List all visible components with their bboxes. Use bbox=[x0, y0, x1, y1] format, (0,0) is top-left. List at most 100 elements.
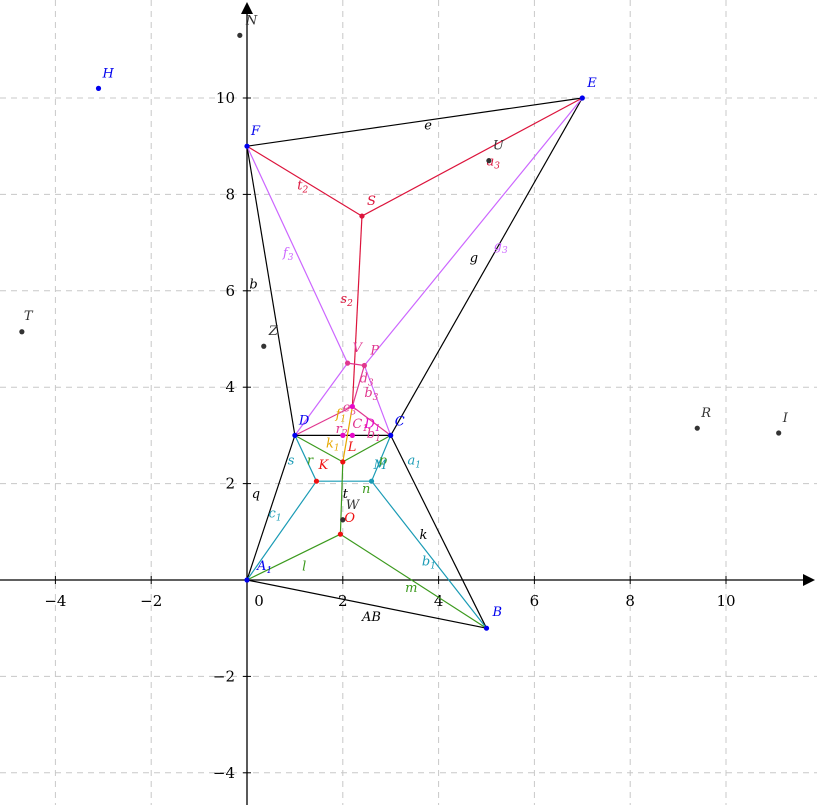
segment-label: q bbox=[252, 487, 260, 502]
point-B[interactable] bbox=[483, 625, 490, 631]
segment-label: m bbox=[405, 581, 417, 596]
points: A1 B C D E F H N T Z R I U W S V P L K O M bbox=[19, 13, 789, 631]
y-tick-label: 8 bbox=[225, 185, 235, 203]
segments bbox=[246, 97, 583, 629]
point-V[interactable] bbox=[344, 360, 351, 366]
segment-s bbox=[294, 435, 317, 482]
point-label-K: K bbox=[317, 458, 329, 473]
segment-label: a1 bbox=[407, 453, 421, 470]
point-label-H: H bbox=[102, 66, 115, 81]
x-tick-label: 0 bbox=[254, 592, 264, 610]
point-R[interactable] bbox=[694, 425, 700, 431]
segment-VP bbox=[347, 362, 365, 367]
point-Q1[interactable] bbox=[349, 432, 355, 438]
segment-label: b3 bbox=[364, 386, 378, 403]
point-U[interactable] bbox=[486, 158, 492, 164]
y-tick-label: 2 bbox=[225, 475, 235, 493]
segment-p bbox=[342, 434, 391, 463]
x-axis-arrow bbox=[803, 574, 815, 586]
point-label-C: C bbox=[395, 414, 405, 429]
y-tick-label: −2 bbox=[213, 667, 235, 685]
x-tick-label: −2 bbox=[140, 592, 162, 610]
segment-b1 bbox=[371, 480, 487, 629]
segment-t bbox=[339, 461, 344, 535]
segment-k1 bbox=[342, 406, 353, 463]
segment-label: n bbox=[362, 482, 370, 497]
point-label-U: U bbox=[493, 139, 505, 154]
y-axis-arrow bbox=[241, 2, 253, 14]
point-label-V: V bbox=[353, 341, 364, 356]
segment-l bbox=[246, 533, 341, 581]
segment-a3 bbox=[361, 97, 583, 217]
point-label-N: N bbox=[245, 13, 258, 28]
segment-r bbox=[294, 434, 344, 463]
segment-label: c1 bbox=[269, 506, 282, 523]
point-label-E: E bbox=[586, 76, 597, 91]
point-L[interactable] bbox=[340, 459, 346, 465]
point-label-W: W bbox=[346, 498, 361, 513]
segment-label: k bbox=[419, 528, 427, 543]
point-label-A1: A1 bbox=[256, 559, 272, 576]
segment-a1 bbox=[370, 435, 392, 482]
point-label-Z: Z bbox=[268, 324, 279, 339]
point-label-P: P bbox=[369, 344, 379, 359]
segment-label: s bbox=[288, 453, 295, 468]
point-F[interactable] bbox=[244, 143, 250, 149]
point-K[interactable] bbox=[313, 478, 320, 484]
point-H[interactable] bbox=[95, 85, 102, 91]
point-I[interactable] bbox=[776, 430, 782, 436]
point-N[interactable] bbox=[237, 32, 243, 38]
point-r2pt[interactable] bbox=[340, 432, 346, 438]
point-E[interactable] bbox=[579, 95, 585, 101]
y-tick-label: 4 bbox=[225, 378, 235, 396]
segment-q bbox=[246, 435, 296, 581]
segment-label: b1 bbox=[422, 555, 436, 572]
segment-g bbox=[390, 97, 583, 436]
point-label-F: F bbox=[250, 124, 261, 139]
segment-e bbox=[246, 97, 583, 147]
x-tick-label: 8 bbox=[625, 592, 635, 610]
point-T[interactable] bbox=[19, 329, 25, 335]
point-P[interactable] bbox=[361, 362, 367, 369]
segment-label: s2 bbox=[340, 292, 353, 309]
point-W[interactable] bbox=[340, 517, 346, 523]
segment-CMid bbox=[352, 406, 392, 436]
point-A1[interactable] bbox=[244, 577, 250, 583]
point-S[interactable] bbox=[359, 213, 365, 219]
segment-k bbox=[390, 435, 488, 629]
point-label-M: M bbox=[373, 458, 388, 473]
tick-labels: −4 −2 0 2 4 6 8 10 −4 −2 2 4 6 8 10 bbox=[44, 89, 735, 782]
segment-PC bbox=[363, 365, 392, 436]
point-M[interactable] bbox=[368, 478, 375, 484]
segment-label: t bbox=[343, 487, 349, 502]
point-O[interactable] bbox=[337, 531, 344, 537]
point-label-S: S bbox=[367, 194, 376, 209]
point-C[interactable] bbox=[388, 432, 394, 438]
segment-s2 bbox=[351, 216, 363, 407]
point-D[interactable] bbox=[292, 432, 298, 438]
y-tick-label: 10 bbox=[216, 89, 235, 107]
segment-label: e bbox=[424, 118, 432, 133]
segment-label: r bbox=[307, 453, 314, 468]
segment-label: g bbox=[470, 251, 478, 266]
segment-label: t2 bbox=[297, 179, 308, 196]
segment-VD bbox=[294, 362, 349, 436]
segment-label: b bbox=[249, 277, 257, 292]
point-label-R: R bbox=[700, 406, 711, 421]
y-tick-label: −4 bbox=[213, 764, 235, 782]
segment-m bbox=[340, 533, 487, 629]
segment-label: f3 bbox=[282, 246, 294, 263]
point-Z[interactable] bbox=[261, 343, 267, 349]
x-tick-label: 6 bbox=[530, 592, 540, 610]
segment-label: k1 bbox=[326, 436, 340, 453]
segment-d3 bbox=[351, 365, 365, 407]
segment-f3 bbox=[246, 145, 349, 364]
segment-label: g3 bbox=[494, 239, 508, 256]
segment-b bbox=[246, 146, 296, 436]
segment-label: f1 bbox=[335, 408, 347, 425]
point-Mid[interactable] bbox=[349, 403, 355, 410]
